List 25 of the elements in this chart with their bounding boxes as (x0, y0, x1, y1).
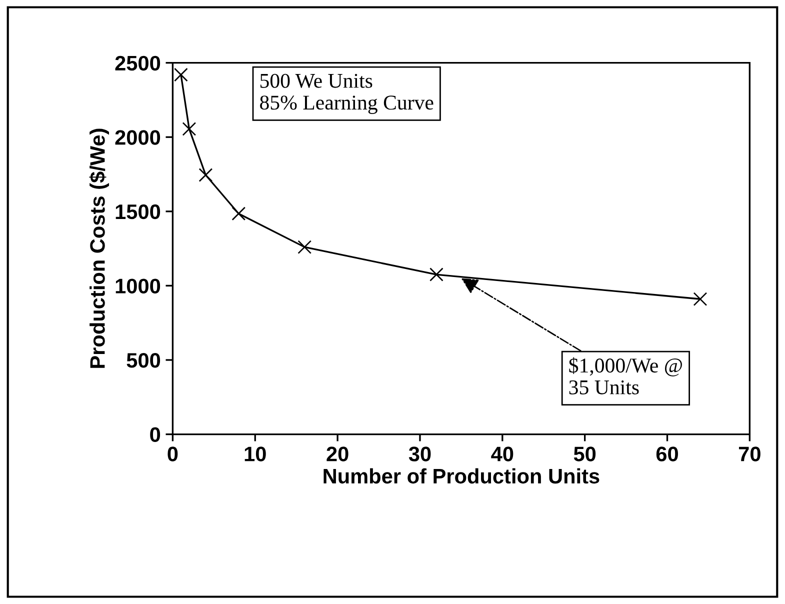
annotation: $1,000/We @ 35 Units (569, 357, 682, 394)
y-tick-label: 1500 (116, 204, 160, 220)
x-tick-label: 0 (168, 446, 178, 462)
point (430, 268, 444, 282)
x-tick-label: 30 (408, 446, 431, 462)
x-tick-label: 70 (738, 446, 760, 462)
point (182, 122, 196, 136)
point (693, 292, 708, 306)
annotation: 500 We Units 85% Learning Curve (260, 74, 434, 114)
point (298, 240, 312, 254)
x-tick-label: 10 (244, 446, 266, 462)
x-axis-title: Number of Production Units (324, 468, 600, 484)
y-tick-label: 2500 (115, 56, 160, 71)
y-tick-label: 0 (150, 427, 160, 442)
x-tick-label: 60 (656, 446, 678, 462)
x-tick-label: 50 (574, 446, 596, 462)
y-tick-label: 1000 (116, 278, 160, 294)
y-axis-title: Production Costs ($/We) (89, 128, 109, 368)
x-tick-label: 20 (326, 446, 348, 462)
y-tick-label: 500 (126, 352, 160, 368)
y-tick-label: 2000 (115, 130, 160, 145)
x-tick-label: 40 (491, 446, 514, 462)
point (174, 68, 188, 82)
point (232, 206, 246, 221)
point (198, 168, 213, 182)
